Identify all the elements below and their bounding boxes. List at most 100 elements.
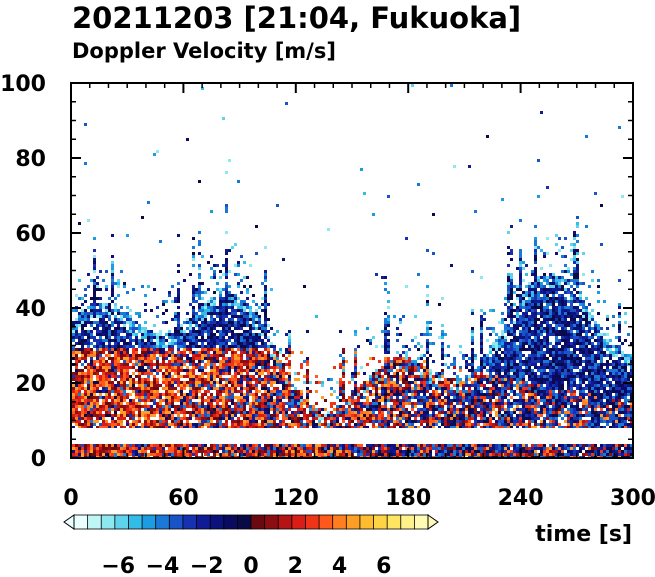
heatmap-cell [213,363,216,366]
heatmap-cell [144,447,147,450]
heatmap-cell [504,351,507,354]
heatmap-cell [387,396,390,399]
heatmap-cell [210,306,213,309]
heatmap-cell [108,306,111,309]
heatmap-cell [225,393,228,396]
heatmap-cell [516,324,519,327]
heatmap-cell [264,363,267,366]
heatmap-cell [306,372,309,375]
heatmap-cell [303,375,306,378]
heatmap-cell [96,387,99,390]
heatmap-cell [153,354,156,357]
heatmap-cell [147,339,150,342]
heatmap-cell [75,318,78,321]
heatmap-cell [222,417,225,420]
heatmap-cell [453,372,456,375]
heatmap-cell [498,411,501,414]
heatmap-cell [309,450,312,453]
heatmap-cell [276,204,279,207]
heatmap-cell [150,420,153,423]
heatmap-cell [237,366,240,369]
heatmap-cell [384,321,387,324]
heatmap-cell [513,447,516,450]
heatmap-cell [384,276,387,279]
heatmap-cell [183,399,186,402]
heatmap-cell [252,396,255,399]
heatmap-cell [420,366,423,369]
heatmap-cell [510,279,513,282]
heatmap-cell [498,453,501,456]
heatmap-cell [72,447,75,450]
heatmap-cell [192,384,195,387]
heatmap-cell [480,384,483,387]
heatmap-cell [384,369,387,372]
heatmap-cell [180,330,183,333]
heatmap-cell [114,402,117,405]
heatmap-cell [162,303,165,306]
heatmap-cell [78,378,81,381]
heatmap-cell [96,369,99,372]
heatmap-cell [123,321,126,324]
heatmap-cell [270,357,273,360]
heatmap-cell [480,345,483,348]
heatmap-cell [165,339,168,342]
heatmap-cell [147,369,150,372]
heatmap-cell [255,447,258,450]
heatmap-cell [510,288,513,291]
heatmap-cell [225,330,228,333]
heatmap-cell [210,375,213,378]
heatmap-cell [441,390,444,393]
heatmap-cell [342,447,345,450]
heatmap-cell [426,396,429,399]
heatmap-cell [393,408,396,411]
heatmap-cell [513,345,516,348]
heatmap-cell [222,339,225,342]
heatmap-cell [381,399,384,402]
heatmap-cell [249,285,252,288]
heatmap-cell [348,426,351,429]
heatmap-cell [264,396,267,399]
heatmap-cell [204,366,207,369]
heatmap-cell [126,318,129,321]
heatmap-cell [402,402,405,405]
heatmap-cell [165,381,168,384]
heatmap-cell [264,321,267,324]
heatmap-cell [462,414,465,417]
heatmap-cell [486,411,489,414]
heatmap-cell [210,414,213,417]
heatmap-cell [138,354,141,357]
heatmap-cell [237,297,240,300]
heatmap-cell [165,450,168,453]
heatmap-cell [243,453,246,456]
heatmap-cell [387,315,390,318]
heatmap-cell [387,387,390,390]
heatmap-cell [225,333,228,336]
heatmap-cell [90,384,93,387]
heatmap-cell [135,414,138,417]
heatmap-cell [489,444,492,447]
heatmap-cell [165,423,168,426]
heatmap-cell [192,312,195,315]
heatmap-cell [225,366,228,369]
heatmap-cell [132,408,135,411]
heatmap-cell [372,336,375,339]
heatmap-cell [366,420,369,423]
heatmap-cell [198,384,201,387]
heatmap-cell [402,366,405,369]
heatmap-cell [384,378,387,381]
heatmap-cell [141,216,144,219]
heatmap-cell [258,327,261,330]
heatmap-cell [198,396,201,399]
heatmap-cell [510,405,513,408]
heatmap-cell [126,291,129,294]
heatmap-cell [459,402,462,405]
heatmap-cell [153,450,156,453]
heatmap-cell [450,444,453,447]
heatmap-cell [249,354,252,357]
heatmap-cell [282,423,285,426]
heatmap-cell [240,423,243,426]
heatmap-cell [147,363,150,366]
heatmap-cell [465,405,468,408]
heatmap-cell [102,366,105,369]
heatmap-cell [201,366,204,369]
